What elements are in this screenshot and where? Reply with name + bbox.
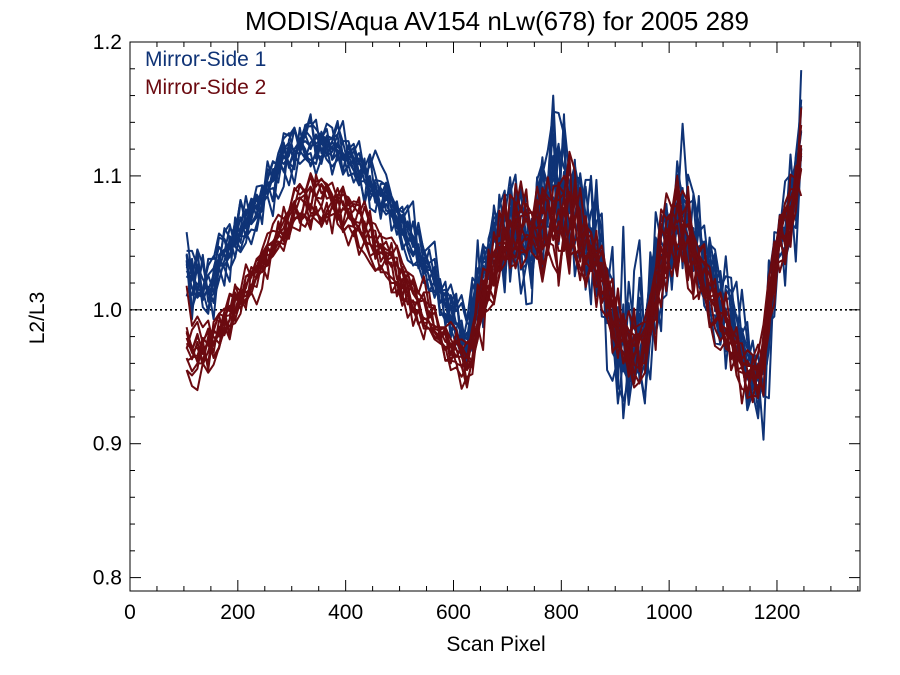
y-tick-label: 1.2 bbox=[93, 31, 122, 54]
legend-label-mirror-side-2: Mirror-Side 2 bbox=[145, 76, 266, 99]
y-tick-label: 0.9 bbox=[93, 433, 122, 456]
x-tick-label: 1000 bbox=[646, 601, 693, 624]
x-tick-label: 600 bbox=[436, 601, 471, 624]
series-2-line bbox=[185, 168, 803, 398]
legend-label-mirror-side-1: Mirror-Side 1 bbox=[145, 48, 266, 71]
y-tick-label: 0.8 bbox=[93, 567, 122, 590]
series-2-line bbox=[185, 173, 803, 393]
plot-area bbox=[129, 41, 861, 592]
axis-ticks bbox=[129, 41, 860, 591]
series-2-line bbox=[185, 159, 802, 374]
series-2 bbox=[185, 107, 803, 405]
x-tick-label: 1200 bbox=[754, 601, 801, 624]
x-tick-label: 200 bbox=[220, 601, 255, 624]
y-tick-label: 1.1 bbox=[93, 165, 122, 188]
x-axis-title: Scan Pixel bbox=[446, 633, 545, 656]
y-tick-labels: 0.8 0.9 1.0 1.1 1.2 bbox=[93, 31, 122, 590]
legend: Mirror-Side 1 Mirror-Side 2 bbox=[145, 48, 266, 99]
series-1-line bbox=[185, 106, 803, 406]
x-tick-label: 0 bbox=[124, 601, 136, 624]
x-tick-label: 800 bbox=[544, 601, 579, 624]
series-layer bbox=[185, 70, 803, 441]
plot-frame bbox=[129, 41, 861, 592]
x-tick-label: 400 bbox=[328, 601, 363, 624]
y-axis-title: L2/L3 bbox=[26, 292, 49, 345]
x-tick-labels: 0 200 400 600 800 1000 1200 bbox=[124, 601, 800, 624]
chart-title: MODIS/Aqua AV154 nLw(678) for 2005 289 bbox=[245, 6, 749, 36]
y-tick-label: 1.0 bbox=[93, 299, 122, 322]
